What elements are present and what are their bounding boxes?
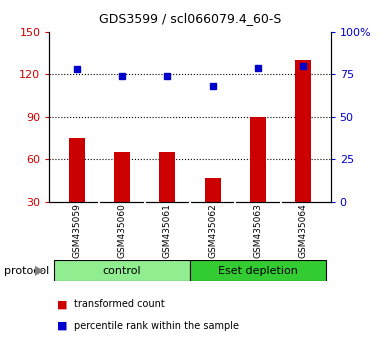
Text: Eset depletion: Eset depletion [218, 266, 298, 276]
Bar [114, 152, 130, 202]
Bar [159, 152, 175, 202]
Text: GSM435061: GSM435061 [163, 204, 172, 258]
Bar [205, 178, 221, 202]
Bar [190, 260, 326, 281]
Text: protocol: protocol [4, 266, 49, 276]
Bar [69, 138, 85, 202]
Text: ■: ■ [57, 321, 68, 331]
Text: ■: ■ [57, 299, 68, 309]
Bar [296, 60, 311, 202]
Text: GSM435059: GSM435059 [72, 204, 81, 258]
Text: percentile rank within the sample: percentile rank within the sample [74, 321, 239, 331]
Text: transformed count: transformed count [74, 299, 165, 309]
Bar [250, 117, 266, 202]
Text: GSM435062: GSM435062 [208, 204, 217, 258]
Text: GSM435060: GSM435060 [117, 204, 127, 258]
Text: GSM435064: GSM435064 [299, 204, 308, 258]
Bar [54, 260, 190, 281]
Text: GDS3599 / scl066079.4_60-S: GDS3599 / scl066079.4_60-S [99, 12, 281, 25]
Text: GSM435063: GSM435063 [253, 204, 263, 258]
Text: control: control [103, 266, 141, 276]
